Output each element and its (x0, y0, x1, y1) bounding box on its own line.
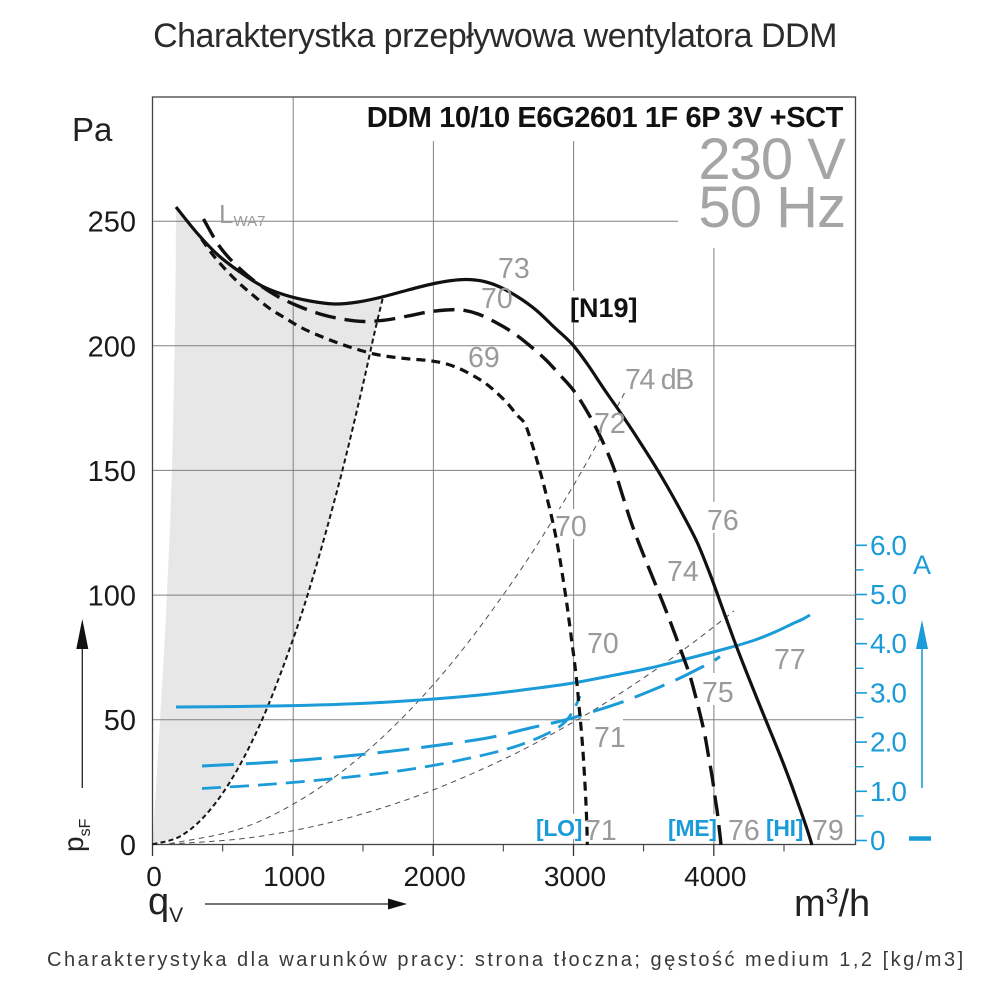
svg-text:0: 0 (146, 861, 162, 892)
svg-text:0: 0 (870, 825, 885, 856)
svg-text:Charakterystka przepływowa wen: Charakterystka przepływowa wentylatora D… (153, 17, 837, 55)
svg-text:2000: 2000 (404, 861, 466, 892)
svg-text:[LO]: [LO] (536, 815, 582, 841)
svg-text:71: 71 (585, 815, 617, 847)
svg-text:2.0: 2.0 (870, 727, 906, 758)
svg-text:0: 0 (120, 830, 136, 862)
svg-text:76: 76 (728, 815, 760, 847)
svg-text:3000: 3000 (544, 861, 606, 892)
svg-text:79: 79 (812, 815, 844, 847)
svg-text:50 Hz: 50 Hz (698, 175, 845, 240)
svg-text:qV: qV (148, 881, 183, 927)
svg-text:4.0: 4.0 (870, 628, 906, 659)
svg-text:75: 75 (702, 677, 734, 709)
svg-text:150: 150 (88, 456, 136, 488)
svg-text:1.0: 1.0 (870, 776, 906, 807)
svg-text:74 dB: 74 dB (625, 364, 693, 396)
svg-text:73: 73 (498, 253, 530, 285)
svg-text:70: 70 (481, 283, 513, 315)
svg-text:70: 70 (555, 511, 587, 543)
svg-text:A: A (913, 550, 931, 580)
svg-text:70: 70 (587, 628, 619, 660)
svg-text:[HI]: [HI] (766, 815, 803, 841)
svg-text:6.0: 6.0 (870, 530, 906, 561)
svg-text:m3/h: m3/h (794, 883, 870, 925)
svg-text:100: 100 (88, 581, 136, 613)
svg-text:71: 71 (594, 722, 626, 754)
svg-text:3.0: 3.0 (870, 677, 906, 708)
svg-text:50: 50 (104, 705, 136, 737)
svg-text:4000: 4000 (684, 861, 746, 892)
svg-text:1000: 1000 (263, 861, 325, 892)
svg-text:5.0: 5.0 (870, 579, 906, 610)
svg-text:DDM 10/10 E6G2601 1F 6P 3V +SC: DDM 10/10 E6G2601 1F 6P 3V +SCT (367, 102, 844, 134)
svg-text:77: 77 (774, 644, 806, 676)
svg-text:230 V: 230 V (698, 127, 846, 192)
svg-text:200: 200 (88, 331, 136, 363)
svg-text:76: 76 (707, 505, 739, 537)
svg-text:[N19]: [N19] (570, 293, 638, 323)
svg-text:Charakterystyka dla warunków p: Charakterystyka dla warunków pracy: stro… (47, 949, 966, 971)
svg-text:72: 72 (594, 408, 626, 440)
svg-text:[ME]: [ME] (668, 815, 717, 841)
svg-text:69: 69 (468, 342, 500, 374)
svg-text:Pa: Pa (72, 111, 113, 148)
svg-text:74: 74 (667, 556, 699, 588)
svg-text:250: 250 (88, 207, 136, 239)
